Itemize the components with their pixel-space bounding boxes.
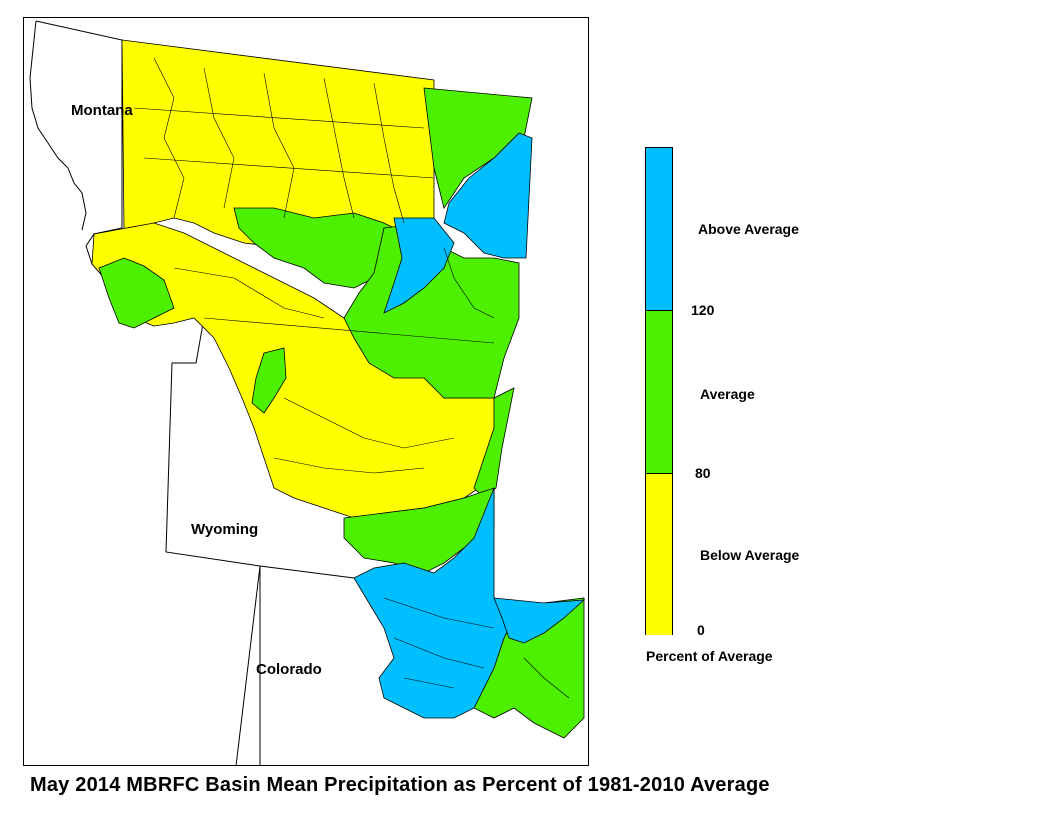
colorado-west-line <box>235 565 261 767</box>
map-title: May 2014 MBRFC Basin Mean Precipitation … <box>30 774 770 796</box>
legend-label-average: Average <box>700 386 755 402</box>
average-basins <box>98 87 585 739</box>
state-label-wyoming: Wyoming <box>191 521 258 538</box>
below-average-basins <box>91 39 503 519</box>
state-label-colorado: Colorado <box>256 661 322 678</box>
legend-tick-120: 120 <box>691 302 715 318</box>
basin-boundaries <box>133 57 570 699</box>
legend-title: Percent of Average <box>646 648 773 664</box>
legend-label-above: Above Average <box>698 221 799 237</box>
legend-tick-0: 0 <box>697 622 705 638</box>
map-frame: Montana Wyoming Colorado <box>23 17 589 767</box>
legend-label-below: Below Average <box>700 547 800 563</box>
legend-swatch-average <box>646 310 672 474</box>
legend-swatch-below <box>646 473 672 635</box>
legend-color-bar <box>645 147 673 635</box>
basin-map: Montana Wyoming Colorado <box>29 20 586 767</box>
legend-tick-80: 80 <box>695 465 711 481</box>
state-label-montana: Montana <box>71 102 133 119</box>
above-average-basins <box>353 132 586 719</box>
montana-west-edge <box>29 20 87 231</box>
legend-swatch-above <box>646 148 672 310</box>
